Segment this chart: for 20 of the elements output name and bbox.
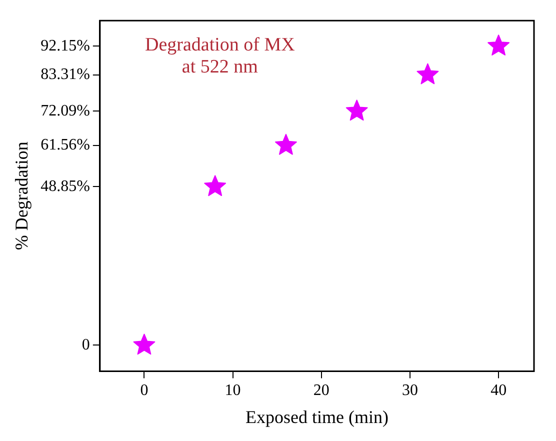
x-axis-title: Exposed time (min) [245,406,388,427]
y-tick-label: 0 [82,336,90,354]
point [204,175,226,196]
x-tick-label: 30 [402,382,418,400]
x-tick-label: 10 [224,382,241,400]
x-tick-label: 0 [140,382,148,400]
point [133,334,156,355]
point [488,34,510,56]
y-tick-label: 72.09% [40,102,90,120]
y-tick-label: 92.15% [40,37,90,54]
point [416,63,439,84]
y-tick-label: 48.85% [40,178,90,195]
y-tick-label: 83.31% [40,66,90,83]
point [275,134,297,155]
x-tick-label: 40 [490,382,507,400]
x-tick-label: 20 [313,382,330,400]
y-axis-title: % Degradation [12,142,32,250]
y-tick-label: 61.56% [40,136,90,154]
point [346,100,368,121]
annotation: Degradation of MX at 522 nm [145,34,296,78]
